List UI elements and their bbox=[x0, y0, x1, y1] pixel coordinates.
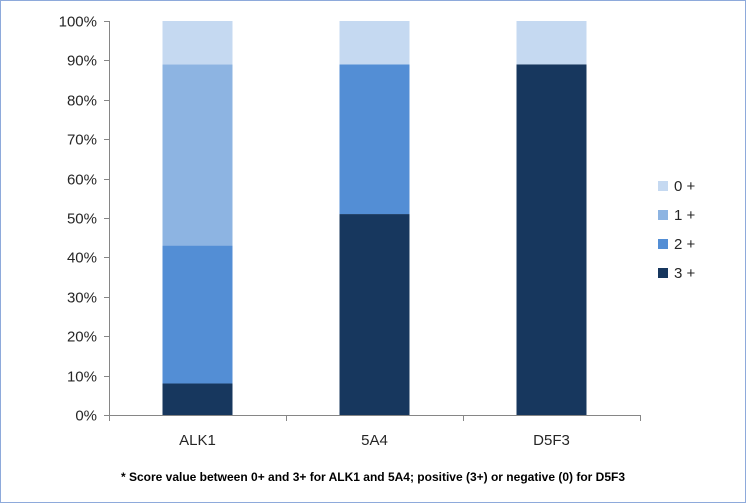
y-tick-label: 40% bbox=[67, 250, 97, 267]
legend-swatch-2 bbox=[658, 239, 668, 249]
y-tick-label: 10% bbox=[67, 369, 97, 386]
y-tick-label: 100% bbox=[59, 14, 97, 31]
x-axis-ticks: ALK1 5A4 D5F3 bbox=[109, 415, 641, 449]
bar-alk1-0 bbox=[162, 21, 233, 65]
x-tick-label-alk1: ALK1 bbox=[179, 432, 216, 449]
legend-swatch-0 bbox=[658, 181, 668, 191]
legend-label-2: 2 + bbox=[674, 236, 696, 253]
y-tick-label: 70% bbox=[67, 132, 97, 149]
bar-alk1-1 bbox=[162, 64, 233, 246]
y-axis-ticks: 0% 10% 20% 30% 40% 50% 60% 70% 80% 90% 100% bbox=[59, 14, 109, 425]
y-tick-label: 20% bbox=[67, 329, 97, 346]
legend: 0 + 1 + 2 + 3 + bbox=[658, 178, 696, 282]
y-tick-label: 90% bbox=[67, 53, 97, 70]
legend-swatch-1 bbox=[658, 210, 668, 220]
bar-alk1-2 bbox=[162, 245, 233, 384]
legend-label-1: 1 + bbox=[674, 207, 696, 224]
bar-d5f3-0 bbox=[516, 21, 587, 65]
y-tick-label: 80% bbox=[67, 93, 97, 110]
bar-alk1-3 bbox=[162, 383, 233, 415]
footnote: * Score value between 0+ and 3+ for ALK1… bbox=[120, 470, 626, 484]
plot-axes bbox=[109, 21, 640, 416]
bars bbox=[162, 21, 587, 415]
y-tick-label: 0% bbox=[75, 408, 97, 425]
x-tick-label-5a4: 5A4 bbox=[361, 432, 388, 449]
bar-5a4-0 bbox=[339, 21, 410, 65]
legend-label-3: 3 + bbox=[674, 265, 696, 282]
bar-5a4-3 bbox=[339, 214, 410, 415]
x-tick-label-d5f3: D5F3 bbox=[533, 432, 570, 449]
y-tick-label: 30% bbox=[67, 290, 97, 307]
legend-label-0: 0 + bbox=[674, 178, 696, 195]
bar-d5f3-3 bbox=[516, 64, 587, 415]
legend-swatch-3 bbox=[658, 268, 668, 278]
bar-5a4-2 bbox=[339, 64, 410, 215]
y-tick-label: 50% bbox=[67, 211, 97, 228]
y-tick-label: 60% bbox=[67, 172, 97, 189]
